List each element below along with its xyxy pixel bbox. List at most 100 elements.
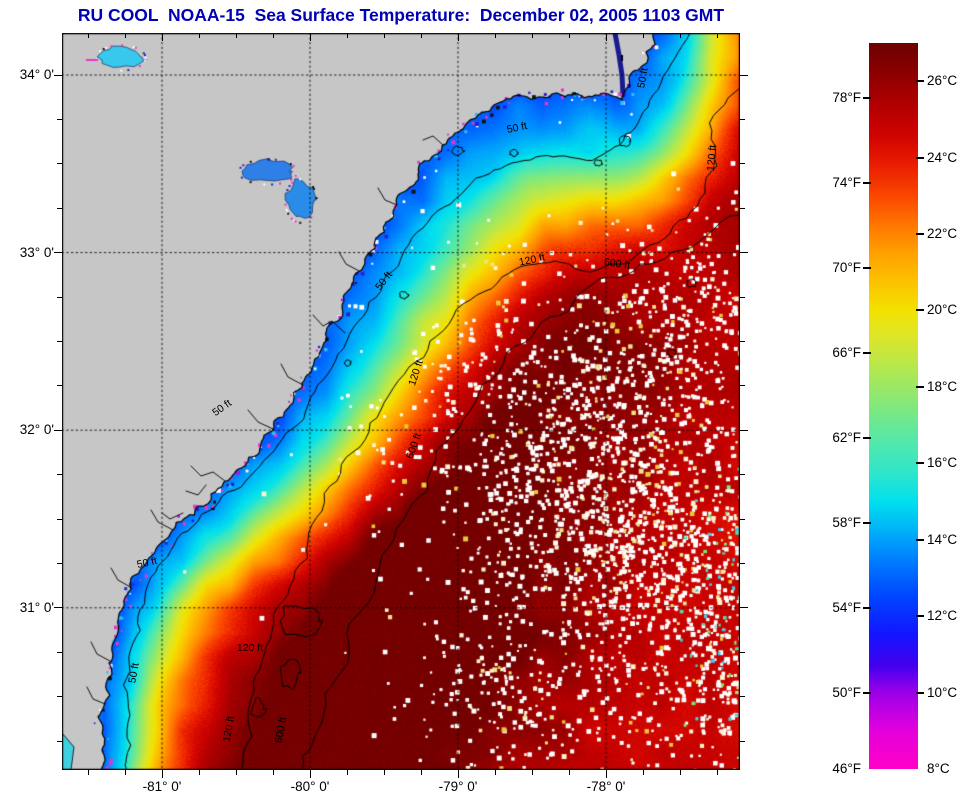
colorbar-celsius-label: 14°C bbox=[927, 531, 958, 547]
y-axis-tick bbox=[57, 740, 62, 742]
x-axis-tick-label: -81° 0' bbox=[142, 779, 182, 794]
colorbar-fahrenheit-label: 74°F bbox=[832, 175, 861, 191]
x-axis-tick bbox=[457, 34, 459, 41]
x-axis-tick bbox=[679, 770, 681, 775]
y-axis-tick bbox=[57, 118, 62, 121]
colorbar-f-tick bbox=[863, 97, 871, 100]
colorbar-c-tick bbox=[916, 385, 924, 388]
y-axis-tick-label: 31° 0' bbox=[19, 599, 54, 615]
y-axis-tick bbox=[740, 518, 745, 520]
x-axis-tick bbox=[161, 34, 163, 41]
colorbar-f-tick bbox=[863, 351, 871, 354]
colorbar-celsius-label: 26°C bbox=[927, 73, 958, 89]
map-title: RU COOL NOAA-15 Sea Surface Temperature:… bbox=[77, 5, 725, 25]
y-axis-tick bbox=[740, 562, 745, 565]
y-axis-tick bbox=[740, 696, 745, 698]
y-axis-tick bbox=[57, 562, 62, 565]
colorbar-f-tick bbox=[863, 691, 871, 694]
colorbar-c-tick bbox=[916, 80, 924, 83]
x-axis-tick bbox=[272, 34, 274, 38]
x-axis-tick bbox=[383, 770, 385, 775]
colorbar-celsius-label: 16°C bbox=[927, 455, 958, 471]
x-axis-tick bbox=[235, 770, 237, 775]
y-axis-tick bbox=[57, 340, 62, 343]
y-axis-tick bbox=[57, 474, 62, 476]
colorbar-fahrenheit-label: 78°F bbox=[832, 90, 861, 106]
map-plot-area: 50 ft 50 ft 50 ft 50 ft 50 ft 50 ft 120 ft 120 … bbox=[62, 33, 740, 770]
y-axis-tick bbox=[740, 340, 745, 343]
y-axis-tick bbox=[740, 74, 748, 76]
y-axis-tick bbox=[54, 252, 62, 254]
x-axis-tick bbox=[198, 770, 200, 775]
y-axis-tick bbox=[57, 651, 62, 653]
colorbar-celsius-label: 22°C bbox=[927, 226, 958, 242]
x-axis-tick bbox=[198, 34, 200, 38]
y-axis-tick bbox=[57, 207, 62, 209]
colorbar-celsius-label: 8°C bbox=[927, 761, 950, 776]
contour-label: 120 ft bbox=[704, 144, 720, 172]
colorbar-c-tick bbox=[916, 538, 924, 541]
y-axis-tick bbox=[54, 429, 62, 431]
x-axis-tick bbox=[494, 34, 496, 38]
colorbar-c-tick bbox=[916, 462, 924, 465]
colorbar bbox=[869, 43, 918, 769]
y-axis-tick bbox=[740, 651, 745, 653]
x-axis-tick bbox=[531, 770, 533, 775]
x-axis-tick bbox=[87, 770, 89, 775]
x-axis-tick bbox=[87, 34, 89, 38]
y-axis-tick bbox=[740, 252, 748, 254]
x-axis-tick bbox=[124, 34, 126, 38]
y-axis-tick bbox=[57, 385, 62, 387]
y-axis-tick bbox=[740, 163, 745, 165]
y-axis-tick-label: 34° 0' bbox=[19, 67, 54, 82]
x-axis-tick-label: -79° 0' bbox=[438, 779, 478, 794]
x-axis-tick bbox=[309, 34, 311, 41]
x-axis-tick bbox=[568, 34, 570, 38]
x-axis-tick bbox=[161, 770, 163, 778]
x-axis-tick bbox=[124, 770, 126, 775]
colorbar-f-tick bbox=[863, 436, 871, 439]
x-axis-tick bbox=[420, 770, 422, 775]
x-axis-tick bbox=[679, 34, 681, 38]
colorbar-fahrenheit-label: 54°F bbox=[832, 599, 861, 615]
colorbar-fahrenheit-label: 58°F bbox=[832, 514, 861, 530]
x-axis-tick-label: -80° 0' bbox=[290, 779, 330, 794]
x-axis-tick bbox=[605, 770, 607, 778]
y-axis-tick bbox=[740, 118, 745, 121]
colorbar-fahrenheit-label: 66°F bbox=[832, 344, 861, 360]
y-axis-tick bbox=[740, 474, 745, 476]
x-axis-tick bbox=[420, 34, 422, 38]
colorbar-c-tick bbox=[916, 309, 924, 312]
colorbar-celsius-label: 20°C bbox=[927, 302, 958, 318]
x-axis-tick bbox=[642, 34, 644, 38]
y-axis-tick bbox=[54, 607, 62, 609]
colorbar-celsius-label: 12°C bbox=[927, 608, 958, 624]
y-axis-tick bbox=[57, 696, 62, 698]
x-axis-tick bbox=[642, 770, 644, 775]
colorbar-f-tick bbox=[863, 267, 871, 270]
x-axis-tick bbox=[605, 34, 607, 41]
colorbar-fahrenheit-label: 50°F bbox=[832, 684, 861, 700]
x-axis-tick bbox=[716, 770, 718, 775]
colorbar-f-tick bbox=[863, 182, 871, 185]
x-axis-tick bbox=[494, 770, 496, 775]
x-axis-tick bbox=[531, 34, 533, 38]
y-axis-tick-label: 32° 0' bbox=[19, 422, 54, 438]
colorbar-celsius-label: 10°C bbox=[927, 684, 958, 700]
colorbar-celsius-label: 18°C bbox=[927, 378, 958, 394]
x-axis-tick bbox=[568, 770, 570, 775]
x-axis-tick bbox=[346, 34, 348, 38]
y-axis-tick bbox=[57, 163, 62, 165]
x-axis-tick bbox=[235, 34, 237, 38]
colorbar-fahrenheit-label: 62°F bbox=[832, 429, 861, 445]
sst-map-canvas bbox=[62, 33, 740, 770]
colorbar-f-tick bbox=[863, 606, 871, 609]
y-axis-tick-label: 33° 0' bbox=[19, 244, 54, 260]
y-axis-tick bbox=[740, 296, 745, 298]
colorbar-c-tick bbox=[916, 615, 924, 618]
contour-label: 120 ft bbox=[236, 642, 264, 654]
colorbar-fahrenheit-label: 46°F bbox=[832, 761, 861, 776]
y-axis-tick bbox=[740, 740, 745, 742]
y-axis-tick bbox=[740, 385, 745, 387]
